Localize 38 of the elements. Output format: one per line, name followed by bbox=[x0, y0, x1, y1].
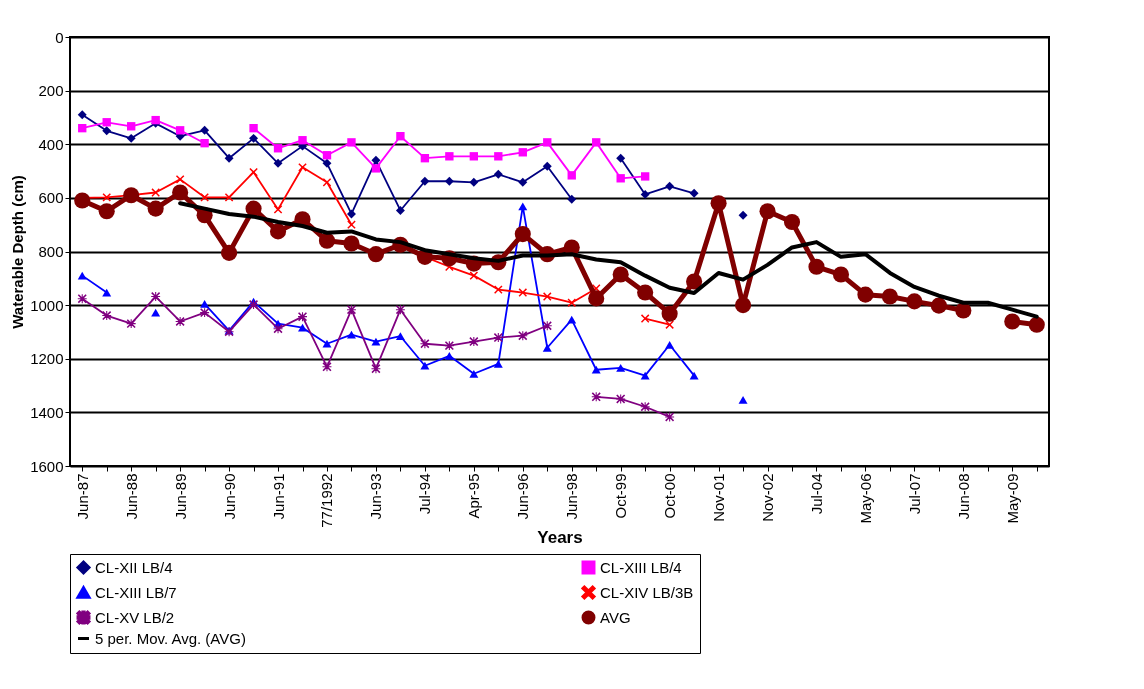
x-tick-label: Jul-04 bbox=[807, 473, 825, 515]
y-tick-label: 0 bbox=[55, 28, 64, 46]
x-tick-label: Jun-91 bbox=[269, 473, 287, 520]
x-tick-label: Nov-02 bbox=[759, 473, 777, 522]
y-tick-label: 800 bbox=[38, 243, 64, 260]
legend-label: CL-XV LB/2 bbox=[95, 608, 175, 626]
x-tick-label: Jun-96 bbox=[514, 473, 532, 520]
x-tick-label: May-09 bbox=[1003, 473, 1021, 524]
x-tick-label: Nov-01 bbox=[710, 473, 728, 522]
x-tick-label: 77/1992 bbox=[318, 473, 336, 528]
x-tick-label: Jun-93 bbox=[367, 473, 385, 520]
y-tick-label: 400 bbox=[38, 135, 64, 153]
y-tick-label: 200 bbox=[38, 82, 64, 100]
x-tick-label: Jun-89 bbox=[171, 473, 189, 520]
y-tick-label: 1600 bbox=[30, 457, 64, 475]
x-tick-label: Jul-94 bbox=[416, 473, 434, 515]
legend-label: CL-XIV LB/3B bbox=[600, 583, 694, 601]
x-tick-label: Jul-07 bbox=[905, 473, 923, 515]
legend-label: CL-XII LB/4 bbox=[95, 558, 173, 576]
x-tick-label: Jun-87 bbox=[73, 473, 91, 520]
y-tick-label: 600 bbox=[38, 189, 64, 207]
legend-label: AVG bbox=[600, 608, 631, 626]
x-tick-label: Oct-00 bbox=[661, 473, 679, 519]
y-tick-label: 1200 bbox=[30, 350, 64, 368]
legend-label: 5 per. Mov. Avg. (AVG) bbox=[95, 629, 246, 647]
x-tick-label: Jun-08 bbox=[954, 473, 972, 520]
y-tick-label: 1400 bbox=[30, 403, 64, 421]
x-tick-label: Apr-95 bbox=[465, 473, 483, 519]
x-tick-label: Jun-88 bbox=[122, 473, 140, 520]
x-axis-title: Years bbox=[537, 527, 583, 547]
x-tick-label: Jun-98 bbox=[563, 473, 581, 520]
x-tick-label: Oct-99 bbox=[612, 473, 630, 519]
x-tick-label: May-06 bbox=[856, 473, 874, 524]
legend-label: CL-XIII LB/4 bbox=[600, 558, 682, 576]
x-tick-label: Jun-90 bbox=[220, 473, 238, 520]
legend-label: CL-XIII LB/7 bbox=[95, 583, 177, 601]
y-tick-label: 1000 bbox=[30, 296, 64, 314]
y-axis-title: Waterable Depth (cm) bbox=[9, 175, 27, 329]
